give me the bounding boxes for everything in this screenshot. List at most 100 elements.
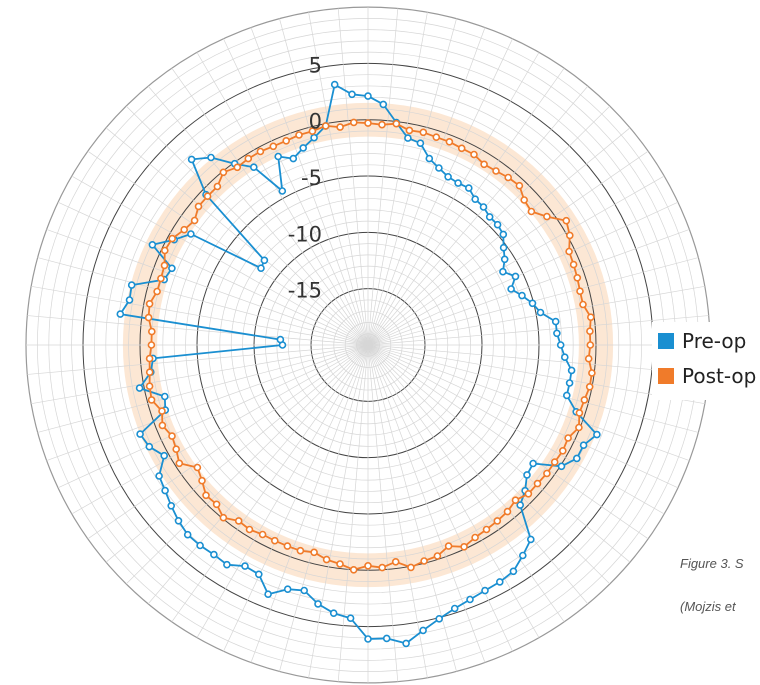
spoke-line: [367, 344, 690, 461]
data-point: [258, 530, 267, 539]
data-point: [145, 382, 154, 391]
data-point: [567, 366, 576, 375]
spoke-line: [125, 105, 369, 346]
data-point: [586, 341, 595, 349]
spoke-line: [337, 8, 369, 346]
data-point: [523, 471, 531, 479]
data-point: [234, 517, 243, 525]
data-point: [407, 563, 415, 572]
spoke-line: [37, 257, 369, 346]
data-point: [202, 491, 210, 500]
data-point: [527, 207, 536, 216]
legend: Pre-op Post-op: [652, 322, 760, 400]
data-point: [194, 202, 203, 211]
spoke-line: [367, 18, 457, 346]
spoke-line: [46, 229, 369, 346]
data-point: [155, 472, 163, 480]
data-point: [127, 281, 136, 289]
data-point: [321, 122, 330, 130]
data-point: [364, 635, 372, 643]
data-point: [492, 167, 500, 175]
data-point: [158, 407, 166, 415]
data-point: [391, 557, 400, 566]
post-op-swatch: [658, 368, 674, 384]
data-point: [136, 430, 144, 438]
data-point: [167, 501, 175, 510]
data-point: [135, 384, 144, 392]
data-point: [479, 203, 488, 211]
data-point: [213, 182, 222, 191]
data-point: [553, 329, 561, 338]
data-point: [529, 459, 537, 468]
data-point: [562, 391, 571, 400]
spoke-line: [367, 344, 565, 622]
data-point: [196, 541, 204, 550]
data-point: [161, 486, 169, 495]
data-point: [282, 137, 291, 145]
data-point: [260, 256, 269, 265]
spoke-line: [367, 315, 709, 346]
spoke-line: [367, 85, 589, 346]
spoke-line: [125, 344, 369, 585]
data-point: [157, 274, 165, 283]
data-point: [299, 144, 308, 152]
data-point: [518, 291, 526, 300]
data-point: [283, 585, 292, 594]
data-point: [551, 317, 560, 326]
data-point: [420, 557, 428, 565]
data-point: [586, 313, 595, 322]
spoke-line: [367, 344, 705, 405]
data-point: [405, 126, 414, 135]
spoke-line: [367, 12, 428, 346]
legend-item-pre-op: Pre-op: [658, 329, 746, 353]
data-point: [466, 595, 474, 604]
data-point: [557, 462, 566, 471]
data-point: [300, 586, 309, 595]
figure-caption: Figure 3. S: [680, 556, 744, 571]
data-point: [588, 369, 596, 377]
data-point: [160, 261, 169, 270]
radial-tick-label: 0: [309, 110, 322, 134]
data-point: [168, 234, 176, 243]
data-point: [524, 489, 533, 498]
data-point: [274, 152, 283, 161]
data-point: [464, 184, 473, 192]
data-point: [241, 562, 249, 570]
spoke-line: [223, 38, 369, 346]
data-point: [435, 164, 443, 172]
spoke-line: [57, 344, 369, 489]
spoke-line: [367, 105, 611, 346]
spoke-line: [308, 344, 369, 678]
data-point: [125, 296, 134, 304]
data-point: [158, 421, 167, 430]
data-point: [145, 299, 154, 308]
data-point: [511, 272, 520, 281]
data-point: [432, 133, 441, 141]
data-point: [515, 181, 524, 190]
data-point: [203, 192, 212, 200]
data-point: [244, 154, 253, 163]
data-point: [558, 446, 567, 455]
spoke-line: [367, 344, 649, 540]
data-point: [495, 578, 504, 586]
data-point: [256, 147, 265, 156]
spoke-line: [71, 344, 369, 515]
data-point: [470, 150, 478, 159]
spoke-line: [87, 344, 369, 540]
data-point: [575, 409, 584, 417]
data-point: [444, 173, 452, 181]
data-point: [148, 327, 156, 336]
data-point: [250, 163, 258, 171]
data-point: [172, 445, 180, 454]
data-point: [509, 567, 518, 576]
spoke-line: [367, 27, 486, 346]
spoke-line: [367, 344, 540, 638]
spoke-line: [367, 68, 565, 346]
data-point: [349, 118, 358, 127]
data-point: [378, 563, 387, 572]
data-point: [528, 299, 537, 308]
data-point: [575, 423, 583, 432]
spoke-line: [27, 315, 369, 346]
data-point: [536, 308, 545, 317]
data-point: [168, 432, 176, 440]
